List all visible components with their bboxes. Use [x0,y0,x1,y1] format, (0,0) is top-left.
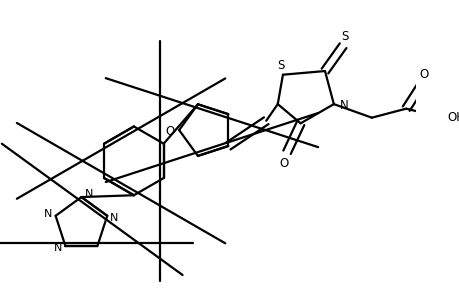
Text: O: O [419,68,428,81]
Text: S: S [277,59,284,72]
Text: N: N [110,213,118,223]
Text: N: N [54,243,62,253]
Text: N: N [340,99,348,112]
Text: N: N [44,209,52,219]
Text: S: S [341,30,348,43]
Text: N: N [84,189,93,199]
Text: O: O [279,157,288,169]
Text: OH: OH [447,111,459,124]
Text: O: O [165,125,174,138]
